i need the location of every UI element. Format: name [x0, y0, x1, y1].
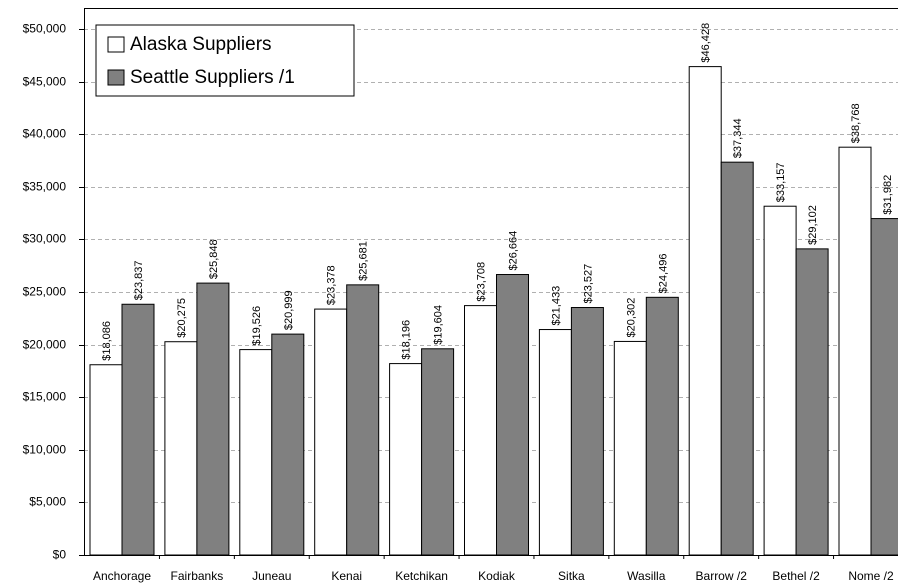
data-label: $37,344	[732, 118, 744, 158]
data-label: $23,527	[582, 264, 594, 304]
x-tick-label: Bethel /2	[772, 569, 820, 583]
x-tick-label: Juneau	[252, 569, 291, 583]
bar-alaska	[464, 305, 497, 556]
bar-seattle	[570, 307, 604, 556]
bar-seattle	[496, 274, 529, 556]
legend-label-seattle: Seattle Suppliers /1	[130, 67, 295, 88]
data-label: $33,157	[775, 162, 787, 202]
x-tick-label: Fairbanks	[171, 569, 224, 583]
x-tick-label: Sitka	[558, 569, 585, 583]
y-tick-label: $35,000	[23, 180, 67, 194]
bar-alaska	[763, 205, 797, 556]
y-axis: $0 $5,000 $10,000 $15,000 $20,000 $25,000 $30,…	[23, 8, 85, 562]
bar-alaska	[314, 308, 348, 556]
bar-seattle	[645, 296, 679, 556]
y-tick-label: $20,000	[23, 338, 67, 352]
x-tick-label: Kodiak	[478, 569, 516, 583]
x-tick-label: Ketchikan	[395, 569, 448, 583]
bar-alaska	[89, 364, 123, 556]
data-label: $23,378	[326, 265, 338, 305]
data-label: $26,664	[508, 231, 520, 271]
bar-alaska	[613, 340, 647, 556]
y-tick-label: $5,000	[29, 495, 66, 509]
x-tick-label: Anchorage	[93, 569, 151, 583]
x-tick-label: Kenai	[331, 569, 362, 583]
bar-seattle	[720, 161, 754, 556]
bar-alaska	[688, 66, 722, 556]
data-label: $25,848	[208, 239, 220, 279]
x-tick-label: Nome /2	[848, 569, 894, 583]
data-label: $31,982	[882, 175, 894, 215]
bar-seattle	[421, 348, 455, 556]
data-label: $18,196	[401, 320, 413, 360]
bar-alaska	[389, 363, 423, 556]
y-tick-label: $40,000	[23, 127, 67, 141]
data-label: $23,837	[133, 260, 145, 300]
data-label: $18,086	[101, 321, 113, 361]
legend-label-alaska: Alaska Suppliers	[130, 34, 272, 55]
data-label: $20,302	[625, 298, 637, 338]
y-tick-label: $10,000	[23, 443, 67, 457]
y-tick-label: $50,000	[23, 22, 67, 36]
bars	[89, 66, 898, 556]
data-label: $25,681	[358, 241, 370, 281]
bar-alaska	[838, 146, 872, 556]
bar-seattle	[196, 282, 230, 556]
data-labels: $18,086 $23,837 $20,275 $25,848 $19,526 $20,9…	[101, 23, 894, 361]
x-tick-label: Barrow /2	[696, 569, 748, 583]
data-label: $21,433	[550, 286, 562, 326]
bar-seattle	[121, 303, 155, 556]
x-tick-label: Wasilla	[627, 569, 666, 583]
data-label: $20,275	[176, 298, 188, 338]
bar-alaska	[538, 329, 572, 556]
bar-alaska	[239, 349, 273, 556]
legend-box	[95, 24, 355, 97]
data-label: $29,102	[807, 205, 819, 245]
data-label: $46,428	[700, 23, 712, 63]
y-tick-label: $25,000	[23, 285, 67, 299]
legend: Alaska Suppliers Seattle Suppliers /1	[95, 24, 355, 97]
data-label: $23,708	[476, 262, 488, 302]
bar-seattle	[271, 333, 305, 556]
data-label: $38,768	[850, 103, 862, 143]
y-tick-label: $45,000	[23, 75, 67, 89]
y-tick-label: $30,000	[23, 232, 67, 246]
data-label: $24,496	[657, 254, 669, 294]
data-label: $20,999	[283, 290, 295, 330]
bar-seattle	[346, 284, 380, 556]
bar-seattle	[870, 218, 898, 556]
data-label: $19,526	[251, 306, 263, 346]
y-tick-label: $15,000	[23, 390, 67, 404]
x-axis: Anchorage Fairbanks Juneau Kenai Ketchikan Ko…	[84, 555, 898, 583]
data-label: $19,604	[433, 305, 445, 345]
legend-swatch-seattle	[107, 69, 125, 86]
y-tick-label: $0	[53, 548, 67, 562]
bar-alaska	[164, 341, 198, 556]
bar-seattle	[795, 248, 829, 556]
legend-swatch-alaska	[107, 36, 125, 53]
